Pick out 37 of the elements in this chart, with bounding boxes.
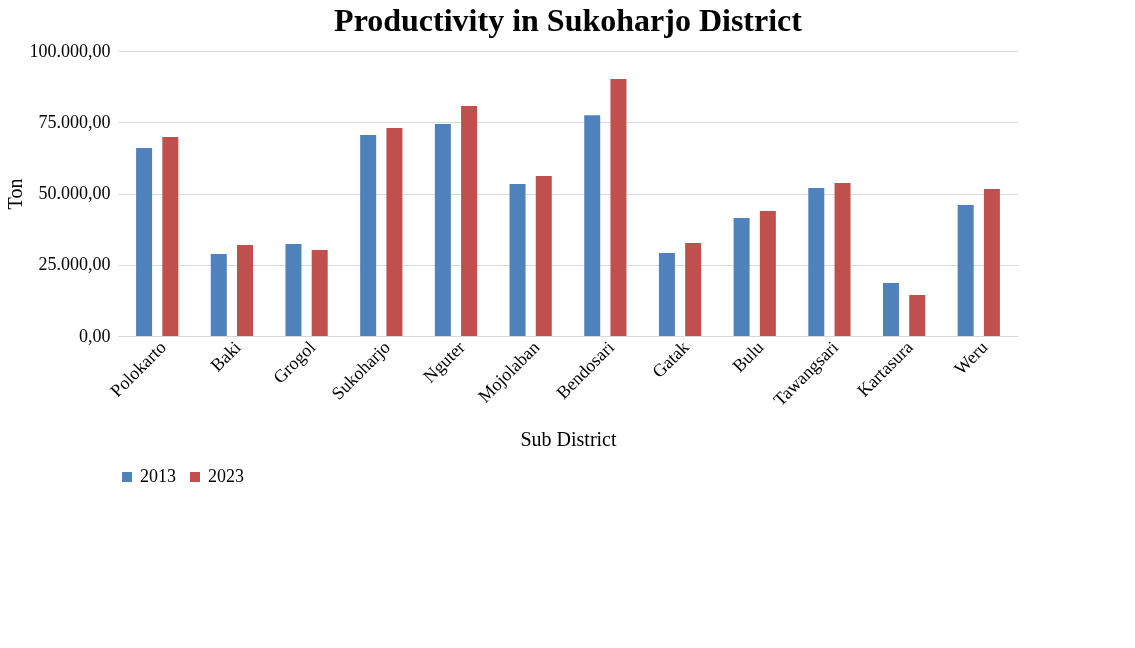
- bar: [237, 245, 254, 336]
- x-tick-label: Baki: [206, 337, 245, 376]
- bar: [983, 188, 1000, 336]
- bar: [610, 78, 627, 336]
- bar: [386, 127, 403, 336]
- y-tick-label: 50.000,00: [38, 183, 111, 203]
- chart-title: Productivity in Sukoharjo District: [334, 2, 803, 38]
- bar: [285, 243, 302, 336]
- bar: [584, 115, 601, 336]
- bar: [882, 282, 899, 336]
- bar: [759, 210, 776, 336]
- legend-label: 2013: [140, 466, 176, 486]
- bar: [434, 123, 451, 336]
- bar: [834, 182, 851, 336]
- y-tick-label: 25.000,00: [38, 254, 111, 275]
- bar: [957, 204, 974, 336]
- bar: [658, 253, 675, 336]
- x-axis-title: Sub District: [520, 427, 617, 450]
- bar: [311, 249, 328, 336]
- bar: [360, 135, 377, 336]
- bar: [461, 106, 478, 336]
- y-tick-label: 0,00: [79, 325, 111, 346]
- x-tick-label: Bulu: [728, 337, 768, 376]
- bar: [535, 176, 552, 336]
- x-tick-label: Weru: [950, 337, 992, 379]
- legend-label: 2023: [208, 466, 244, 486]
- y-axis-title: Ton: [3, 178, 26, 210]
- bar: [909, 294, 926, 336]
- y-tick-label: 75.000,00: [38, 111, 111, 132]
- y-tick-label: 100.000,00: [29, 40, 111, 61]
- bar: [210, 253, 227, 336]
- bar: [733, 218, 750, 336]
- bar: [162, 137, 179, 336]
- bar: [685, 243, 702, 336]
- bar: [808, 188, 825, 336]
- bar: [136, 147, 153, 336]
- bar: [509, 184, 526, 336]
